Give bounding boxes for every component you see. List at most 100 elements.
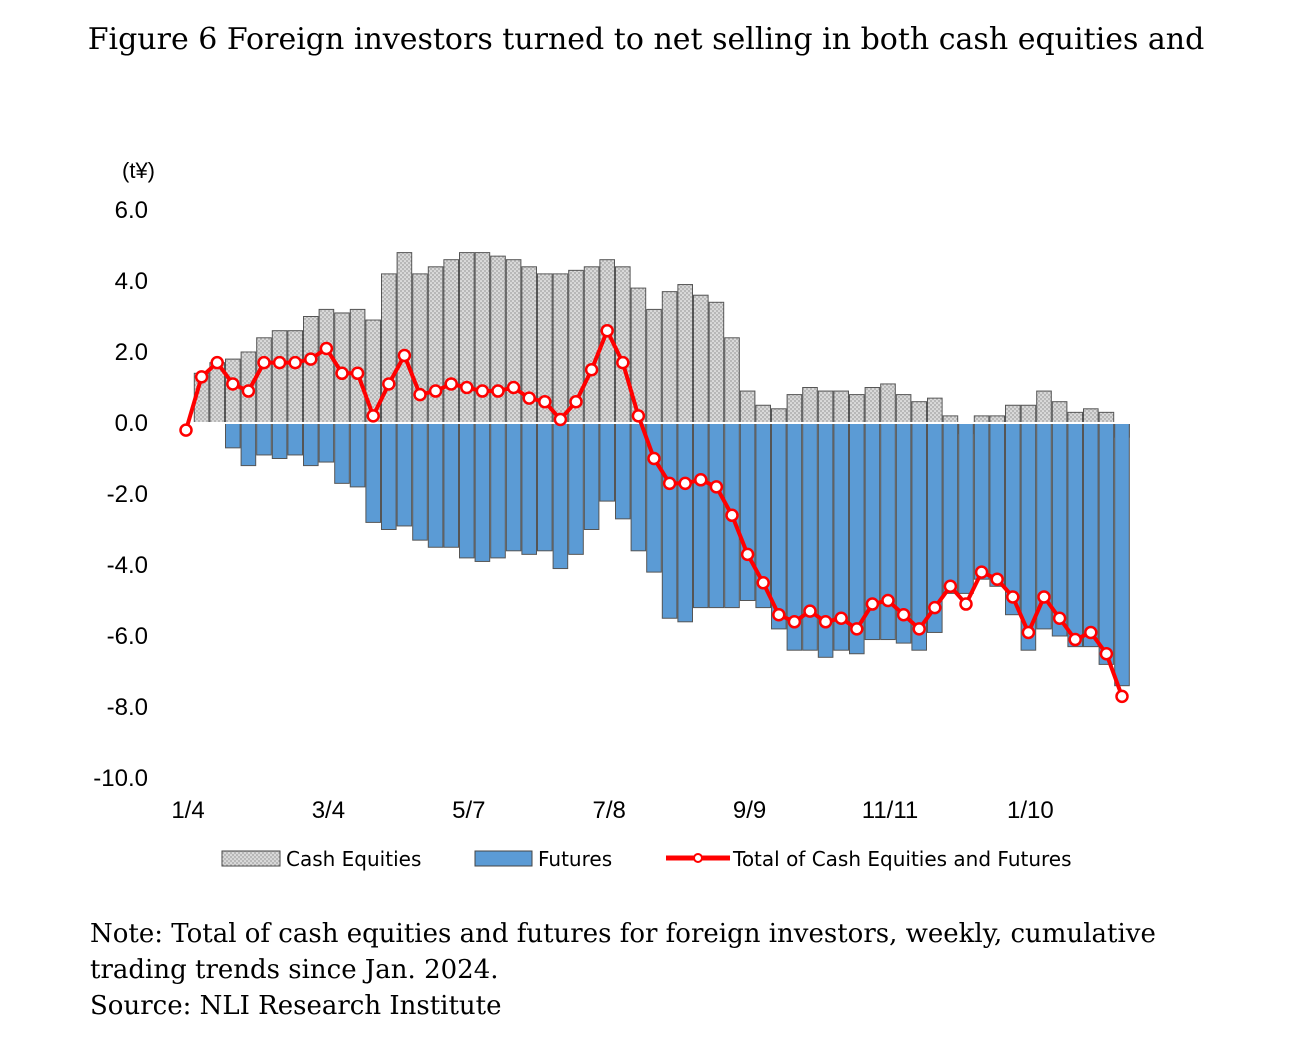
cash-equities-bar xyxy=(895,394,912,424)
total-point xyxy=(350,366,365,381)
total-point xyxy=(335,366,349,381)
cash-equities-bar xyxy=(693,294,709,424)
total-point xyxy=(631,409,646,423)
cash-equities-bar xyxy=(942,415,959,424)
total-point xyxy=(1084,625,1098,640)
total-point xyxy=(444,377,458,391)
futures-bar xyxy=(677,422,694,623)
futures-bar xyxy=(427,422,444,548)
cash-equities-bar xyxy=(802,387,818,424)
total-point xyxy=(928,600,942,615)
cash-equities-bar xyxy=(1005,404,1021,424)
total-point xyxy=(1052,611,1067,625)
cash-equities-bar xyxy=(225,358,241,424)
y-axis: 6.0 4.0 2.0 0.0 -2.0 -4.0 -6.0 -8.0 -10.0 xyxy=(93,197,148,792)
note-line-1: Note: Total of cash equities and futures… xyxy=(90,919,1156,949)
total-point xyxy=(1006,590,1020,604)
total-point xyxy=(912,622,926,636)
combo-chart: (t¥) 6.0 4.0 2.0 0.0 -2.0 -4.0 -6.0 -8.0 -10.0 1… xyxy=(93,158,1130,871)
cash-equities-bar xyxy=(927,397,943,424)
y-tick-label: -8.0 xyxy=(107,694,148,721)
x-tick-label: 5/7 xyxy=(452,797,485,824)
total-point xyxy=(787,615,802,629)
x-tick-label: 9/9 xyxy=(733,797,766,824)
total-point xyxy=(506,380,521,395)
futures-bar xyxy=(942,422,959,594)
cash-equities-bar xyxy=(973,415,990,424)
total-point xyxy=(678,476,692,491)
legend-swatch-total-marker xyxy=(693,853,703,863)
total-point xyxy=(522,391,536,405)
cash-equities-bar xyxy=(755,404,772,424)
cash-equities-bar xyxy=(661,291,678,424)
futures-bar xyxy=(599,422,616,502)
futures-bar xyxy=(521,422,538,555)
total-point xyxy=(974,565,989,579)
total-point xyxy=(772,607,786,622)
total-point xyxy=(584,363,599,377)
cash-equities-bar xyxy=(849,394,865,424)
futures-bar xyxy=(693,422,709,609)
legend-label-total: Total of Cash Equities and Futures xyxy=(732,847,1072,871)
futures-bar xyxy=(303,422,319,467)
legend-item-total: Total of Cash Equities and Futures xyxy=(666,847,1072,871)
cash-equities-bar xyxy=(615,266,631,424)
total-point xyxy=(538,394,552,409)
futures-bar xyxy=(287,422,303,456)
futures-bar xyxy=(615,422,631,520)
futures-bar xyxy=(318,422,335,463)
total-point xyxy=(210,355,224,370)
total-point xyxy=(397,348,412,363)
legend-swatch-cash-equities xyxy=(221,850,281,867)
futures-bar xyxy=(365,422,381,523)
legend-label-cash-equities: Cash Equities xyxy=(286,847,421,871)
cash-equities-bar xyxy=(490,255,506,424)
total-point xyxy=(553,412,568,427)
cash-equities-bar xyxy=(1083,408,1099,424)
total-point xyxy=(366,409,380,423)
total-point xyxy=(1021,625,1036,640)
total-line-series xyxy=(179,323,1129,704)
futures-bar xyxy=(490,422,506,559)
x-tick-label: 3/4 xyxy=(312,797,345,824)
cash-equities-bar xyxy=(771,408,787,424)
cash-equities-bar xyxy=(1051,401,1068,424)
cash-equities-bar xyxy=(677,284,694,424)
cash-equities-bar xyxy=(817,390,834,424)
total-point xyxy=(319,341,334,356)
futures-bar xyxy=(958,422,974,594)
futures-bar xyxy=(1067,422,1084,648)
total-point xyxy=(428,384,443,398)
cash-equities-bar xyxy=(271,330,288,424)
cash-equities-bar xyxy=(1067,411,1084,424)
total-point xyxy=(662,476,677,491)
futures-bar xyxy=(1114,422,1130,687)
x-tick-label: 1/10 xyxy=(1007,797,1054,824)
futures-bar xyxy=(1051,422,1068,637)
cash-equities-bar xyxy=(583,266,600,424)
total-point xyxy=(1115,689,1129,704)
total-point xyxy=(803,604,817,618)
x-tick-label: 11/11 xyxy=(862,797,919,824)
y-tick-label: -2.0 xyxy=(107,481,148,508)
x-tick-label: 7/8 xyxy=(593,797,626,824)
legend-item-futures: Futures xyxy=(474,847,612,871)
x-tick-label: 1/4 xyxy=(171,797,204,824)
futures-bar xyxy=(474,422,491,562)
x-axis: 1/4 3/4 5/7 7/8 9/9 11/11 1/10 xyxy=(171,797,1053,824)
total-point xyxy=(226,377,240,391)
total-point xyxy=(818,615,833,629)
total-point xyxy=(382,377,396,391)
futures-bar xyxy=(396,422,413,527)
cash-equities-bar xyxy=(1036,390,1052,424)
futures-bar xyxy=(1005,422,1021,616)
legend-label-futures: Futures xyxy=(538,847,612,871)
cash-equities-bar xyxy=(287,330,303,424)
total-point xyxy=(460,380,474,395)
total-point xyxy=(881,593,895,608)
y-axis-unit-label: (t¥) xyxy=(122,158,155,183)
cash-equities-bar xyxy=(396,252,413,424)
futures-bar xyxy=(240,422,257,467)
futures-bar xyxy=(1083,422,1099,648)
y-tick-label: 6.0 xyxy=(115,197,148,224)
